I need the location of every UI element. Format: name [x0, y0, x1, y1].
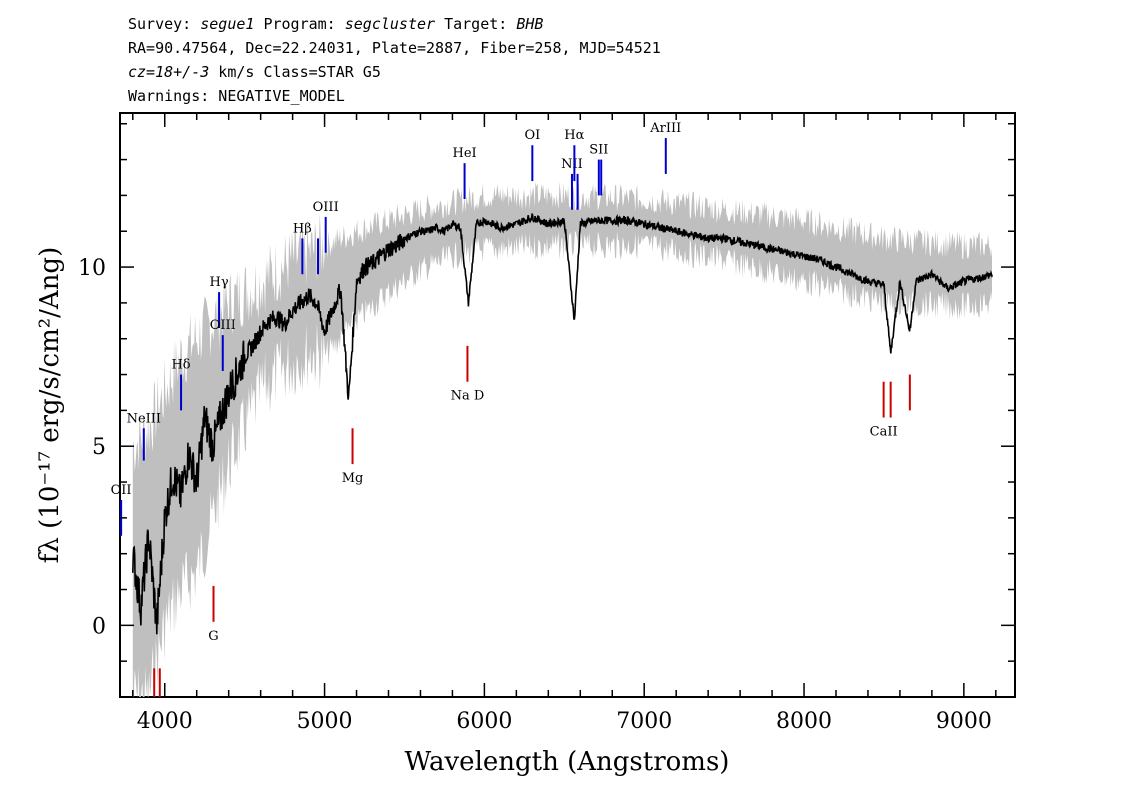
y-tick-label: 0 [92, 614, 106, 639]
spectral-lines-layer: OIINeIIIHδHγOIIIHβOIIIHeIOINIIHαSIIArIII… [111, 121, 911, 697]
emission-line-label: NeIII [127, 411, 161, 426]
emission-line-label: Hδ [171, 358, 190, 373]
emission-line-label: Hγ [210, 275, 229, 290]
header-survey-line: Survey: segue1 Program: segcluster Targe… [128, 12, 661, 36]
y-tick-label: 10 [78, 256, 106, 281]
header-warnings-line: Warnings: NEGATIVE_MODEL [128, 87, 345, 105]
x-tick-label: 7000 [616, 709, 672, 734]
x-tick-label: 6000 [456, 709, 512, 734]
emission-line-label: NII [561, 157, 583, 172]
flux-error-band [132, 181, 992, 697]
header-class-line: cz=18+/-3 km/s Class=STAR G5 [128, 60, 661, 84]
x-tick-label: 5000 [297, 709, 353, 734]
survey-label: Survey: [128, 15, 201, 33]
x-tick-label: 8000 [776, 709, 832, 734]
emission-line-label: OII [111, 483, 132, 498]
error-band-layer [132, 181, 992, 697]
absorption-line-label: G [208, 629, 218, 644]
emission-line-label: ArIII [649, 121, 681, 136]
y-tick-label: 5 [92, 435, 106, 460]
emission-line-label: SII [589, 143, 608, 158]
emission-line-label: Hα [564, 128, 584, 143]
plot-frame [119, 112, 1016, 698]
target-value: BHB [516, 15, 544, 33]
header-coordinates-line: RA=90.47564, Dec=22.24031, Plate=2887, F… [128, 39, 661, 57]
redshift-value: cz=18+/-3 [128, 63, 210, 81]
class-value: km/s Class=STAR G5 [209, 63, 381, 81]
absorption-line-label: Mg [342, 471, 364, 486]
emission-line-label: Hβ [293, 221, 312, 236]
absorption-line-label: Na D [451, 389, 485, 404]
flux-line [132, 213, 994, 635]
survey-value: segue1 [200, 15, 255, 33]
flux-layer [132, 213, 994, 635]
x-tick-label: 4000 [137, 709, 193, 734]
program-label: Program: [254, 15, 345, 33]
emission-line-label: OIII [210, 318, 236, 333]
emission-line-label: OIII [313, 200, 339, 215]
absorption-line-label: CaII [870, 425, 898, 440]
y-axis-title: fλ (10⁻¹⁷ erg/s/cm²/Ang) [35, 247, 65, 563]
x-tick-label: 9000 [936, 709, 992, 734]
x-axis-title: Wavelength (Angstroms) [405, 747, 730, 777]
target-label: Target: [435, 15, 517, 33]
axis-ticks-layer: 4000 5000 6000 7000 8000 9000 0 5 10 [78, 113, 1015, 734]
emission-line-label: HeI [452, 146, 476, 161]
emission-line-label: OI [524, 128, 540, 143]
program-value: segcluster [344, 15, 436, 33]
spectrum-header: Survey: segue1 Program: segcluster Targe… [128, 12, 661, 108]
